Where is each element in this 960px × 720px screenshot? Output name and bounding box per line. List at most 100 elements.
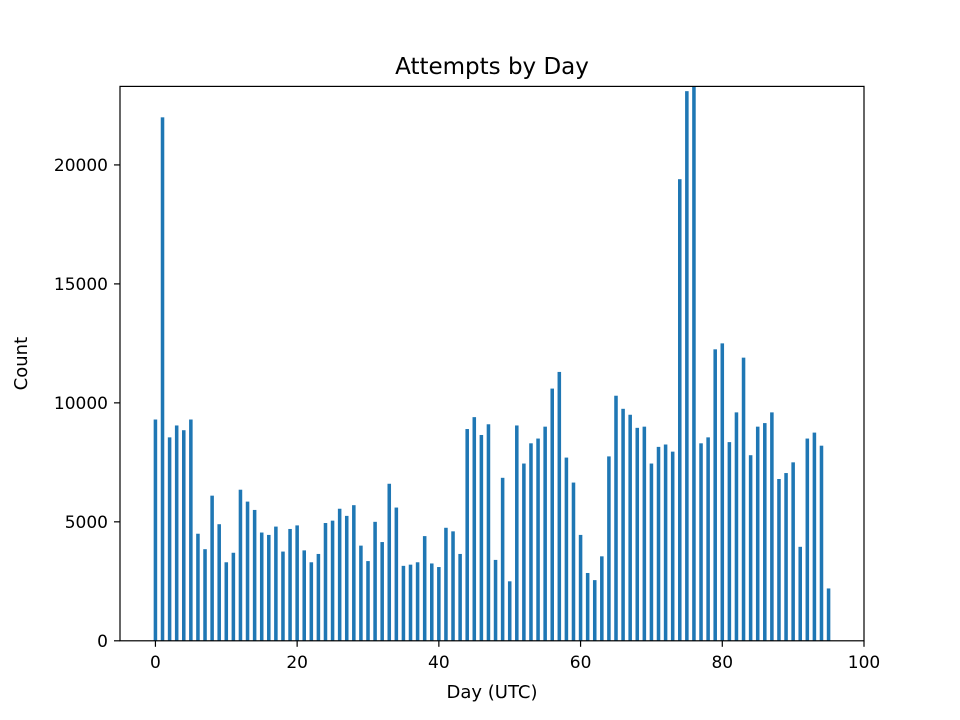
x-axis-ticks: 0 20 40 60 80 100 xyxy=(150,640,880,673)
bar-day-29 xyxy=(359,545,363,641)
bar-day-60 xyxy=(578,534,583,641)
bar-day-41 xyxy=(444,527,448,641)
bar-day-94 xyxy=(819,445,824,641)
bar-day-4 xyxy=(182,430,186,641)
x-tick-label: 20 xyxy=(286,653,308,673)
x-tick-label: 40 xyxy=(428,653,450,673)
y-tick-label: 15000 xyxy=(54,275,108,295)
bar-day-76 xyxy=(692,86,696,641)
bar-day-17 xyxy=(274,526,278,641)
bar-day-40 xyxy=(437,567,441,641)
bar-day-79 xyxy=(713,349,717,641)
bar-day-53 xyxy=(529,443,533,641)
bar-day-73 xyxy=(670,451,675,641)
bar-day-93 xyxy=(812,432,817,641)
bar-day-70 xyxy=(649,463,654,641)
bar-day-84 xyxy=(748,455,753,641)
bar-day-88 xyxy=(777,479,781,641)
bar-day-26 xyxy=(337,508,342,641)
x-tick-label: 0 xyxy=(150,653,161,673)
bar-day-81 xyxy=(727,442,732,641)
bar-day-30 xyxy=(366,561,370,641)
bar-day-63 xyxy=(600,556,604,641)
bar-day-75 xyxy=(685,91,689,641)
bar-day-85 xyxy=(755,426,760,641)
plot-frame xyxy=(119,85,865,642)
y-tick-label: 5000 xyxy=(65,513,108,533)
bar-day-52 xyxy=(522,463,526,641)
bar-day-71 xyxy=(656,446,661,641)
y-axis-label: Count xyxy=(11,337,32,390)
x-tick-label: 60 xyxy=(570,653,592,673)
bar-day-59 xyxy=(571,482,576,641)
bar-day-42 xyxy=(451,531,455,641)
bar-day-66 xyxy=(621,408,625,641)
bar-day-61 xyxy=(585,572,590,641)
bar-day-90 xyxy=(791,462,795,641)
bar-day-64 xyxy=(607,456,611,641)
bar-day-36 xyxy=(408,564,413,641)
bar-day-51 xyxy=(515,425,519,641)
bar-day-7 xyxy=(203,549,207,641)
bar-day-58 xyxy=(564,457,569,641)
x-axis-label: Day (UTC) xyxy=(447,682,538,703)
bar-day-11 xyxy=(231,552,236,641)
bar-day-77 xyxy=(699,443,703,641)
bar-day-27 xyxy=(344,515,349,641)
bar-day-43 xyxy=(458,553,462,641)
bar-day-47 xyxy=(486,424,491,641)
bar-day-46 xyxy=(479,434,484,641)
bar-day-32 xyxy=(380,542,384,641)
bar-day-21 xyxy=(302,550,306,641)
bar-day-87 xyxy=(770,412,774,641)
bar-day-15 xyxy=(259,532,264,641)
bar-day-83 xyxy=(741,357,746,641)
bar-day-18 xyxy=(281,551,285,641)
bar-day-78 xyxy=(706,437,710,641)
bar-day-3 xyxy=(174,425,179,641)
bar-day-82 xyxy=(734,412,739,641)
bar-day-65 xyxy=(614,395,618,641)
y-tick-label: 10000 xyxy=(54,394,108,414)
bar-day-1 xyxy=(160,117,165,641)
bar-day-74 xyxy=(678,179,682,641)
bar-day-48 xyxy=(493,559,498,641)
bar-day-31 xyxy=(373,521,377,641)
y-tick-label: 20000 xyxy=(54,156,108,176)
bar-day-45 xyxy=(472,417,477,641)
bar-day-72 xyxy=(663,444,668,641)
bar-day-16 xyxy=(267,534,271,641)
bar-day-0 xyxy=(153,419,158,641)
bar-day-68 xyxy=(635,427,640,641)
bar-day-54 xyxy=(536,438,540,641)
bar-day-19 xyxy=(288,528,292,641)
bar-day-50 xyxy=(507,581,512,641)
bar-day-6 xyxy=(196,533,200,641)
bar-day-12 xyxy=(238,489,243,641)
bar-day-39 xyxy=(430,563,434,641)
bar-day-44 xyxy=(465,429,469,641)
bar-day-80 xyxy=(720,343,725,641)
y-tick-label: 0 xyxy=(97,632,108,652)
bar-day-23 xyxy=(316,553,321,641)
bars-group xyxy=(153,86,831,641)
bar-day-33 xyxy=(387,483,392,641)
bar-day-24 xyxy=(323,523,328,641)
y-axis-ticks: 0 5000 10000 15000 20000 xyxy=(54,156,120,652)
bar-day-62 xyxy=(592,580,597,641)
bar-day-57 xyxy=(557,371,562,641)
bar-day-14 xyxy=(252,509,257,641)
bar-day-5 xyxy=(189,419,193,641)
bar-day-91 xyxy=(798,546,802,641)
bar-day-2 xyxy=(167,437,172,641)
bar-day-92 xyxy=(805,438,810,641)
bar-day-49 xyxy=(500,477,505,641)
chart-title: Attempts by Day xyxy=(395,54,589,80)
bar-day-22 xyxy=(309,562,314,641)
bar-day-20 xyxy=(295,525,299,641)
bar-day-34 xyxy=(394,507,399,641)
bar-day-37 xyxy=(415,562,420,641)
bar-day-89 xyxy=(784,473,788,641)
bar-day-13 xyxy=(245,501,250,641)
